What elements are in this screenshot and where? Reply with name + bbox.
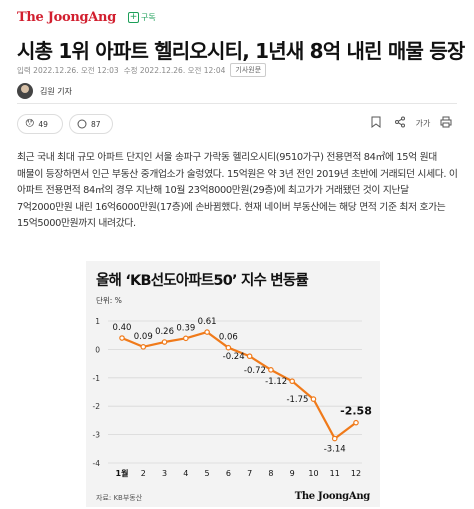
- data-point: [353, 419, 359, 426]
- author-row: 김원 기자: [17, 83, 72, 99]
- data-label: 0.26: [155, 327, 174, 337]
- data-point: [331, 435, 338, 442]
- y-tick-label: 1: [95, 317, 100, 326]
- x-tick-label: 2: [141, 469, 146, 478]
- data-label: -3.14: [324, 445, 346, 455]
- author-name[interactable]: 김원 기자: [40, 86, 72, 96]
- reaction-count: 49: [38, 119, 48, 129]
- data-label: -1.75: [286, 395, 308, 405]
- chart-brand: The JoongAng: [294, 491, 371, 502]
- data-label: 0.06: [219, 333, 238, 343]
- line-chart: 10-1-2-3-41월 2 3 4 5 6 7 8 9 10 11 120.400.09 0.26 0.…: [93, 317, 372, 478]
- chart-unit: 단위: %: [96, 296, 122, 305]
- original-article-link[interactable]: 기사원문: [230, 63, 267, 77]
- edit-time: 수정 2022.12.26. 오전 12:04: [123, 65, 226, 75]
- series-line: [121, 330, 357, 440]
- reaction-button[interactable]: 😯 49: [17, 114, 63, 134]
- y-tick-label: -3: [93, 431, 101, 440]
- data-point: [119, 335, 125, 341]
- x-tick-label: 10: [308, 469, 318, 478]
- x-tick-label: 7: [247, 469, 252, 478]
- x-tick-label: 8: [268, 469, 273, 478]
- comment-count: 87: [91, 119, 101, 129]
- x-tick-label: 6: [226, 469, 231, 478]
- site-logo[interactable]: The JoongAng: [17, 9, 116, 25]
- action-bar: 😯 49 87 가가: [17, 114, 457, 136]
- x-tick-label: 3: [162, 469, 167, 478]
- top-bar: The JoongAng + 구독: [0, 0, 474, 34]
- subscribe-label: 구독: [141, 12, 156, 22]
- data-label: -2.58: [340, 405, 372, 418]
- subscribe-button[interactable]: + 구독: [128, 11, 156, 23]
- data-point: [289, 378, 295, 385]
- y-tick-label: -4: [93, 459, 101, 468]
- data-point: [246, 353, 253, 360]
- comment-button[interactable]: 87: [69, 114, 113, 134]
- chart-figure: 올해 ‘KB선도아파트50’ 지수 변동률 단위: % 1 0 -1 -2 -3 -4 1월…: [86, 261, 380, 507]
- data-label: -1.12: [265, 377, 287, 387]
- data-label: 0.40: [113, 323, 132, 333]
- data-point: [310, 396, 317, 402]
- y-tick-label: 0: [95, 345, 100, 354]
- data-label: 0.61: [198, 317, 217, 327]
- x-tick-label: 4: [183, 469, 188, 478]
- emoji-reaction-icon: 😯: [25, 119, 35, 129]
- data-point: [161, 339, 168, 345]
- x-tick-label: 11: [330, 469, 340, 478]
- data-point: [225, 344, 232, 351]
- data-point: [204, 329, 210, 335]
- plus-icon: +: [128, 11, 139, 23]
- data-point: [183, 335, 189, 342]
- article-headline: 시총 1위 아파트 헬리오시티, 1년새 8억 내린 매물 등장: [17, 39, 465, 63]
- share-icon[interactable]: [392, 116, 408, 132]
- chart-title: 올해 ‘KB선도아파트50’ 지수 변동률: [96, 273, 309, 289]
- data-point: [140, 344, 147, 350]
- data-label: 0.09: [134, 332, 153, 342]
- y-tick-label: -2: [93, 402, 101, 411]
- divider: [17, 103, 457, 104]
- data-label: -0.24: [223, 352, 245, 362]
- article-body: 최근 국내 최대 규모 아파트 단지인 서울 송파구 가락동 헬리오시티(951…: [17, 152, 458, 230]
- y-tick-label: -1: [93, 374, 101, 383]
- x-tick-label: 5: [205, 469, 210, 478]
- font-size-icon[interactable]: 가가: [415, 119, 431, 128]
- x-tick-label: 12: [351, 469, 361, 478]
- author-avatar[interactable]: [17, 83, 33, 99]
- input-time: 입력 2022.12.26. 오전 12:03: [17, 65, 119, 75]
- x-tick-label: 1월: [116, 468, 129, 478]
- x-tick-label: 9: [290, 469, 295, 478]
- article-meta: 입력 2022.12.26. 오전 12:03 수정 2022.12.26. 오…: [17, 63, 267, 77]
- print-icon[interactable]: [438, 116, 454, 132]
- comment-icon: [77, 119, 87, 129]
- data-point: [268, 367, 274, 373]
- data-label: 0.39: [176, 323, 195, 333]
- bookmark-icon[interactable]: [368, 116, 384, 132]
- data-label: -0.72: [244, 366, 266, 376]
- chart-source: 자료: KB부동산: [96, 494, 143, 502]
